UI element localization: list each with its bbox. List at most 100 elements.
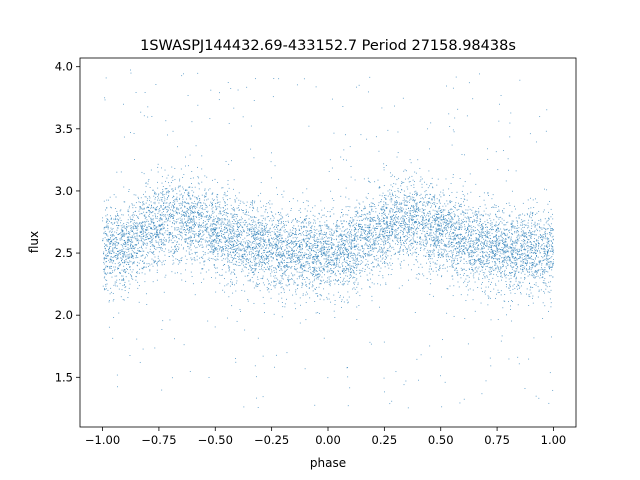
data-point xyxy=(460,240,462,242)
data-point xyxy=(454,239,456,241)
data-point xyxy=(492,242,494,244)
data-point xyxy=(237,240,239,242)
data-point xyxy=(141,226,142,228)
data-point xyxy=(287,266,288,268)
data-point xyxy=(293,225,295,227)
data-point xyxy=(137,216,139,218)
data-point xyxy=(482,260,484,262)
data-point xyxy=(405,178,406,180)
data-point xyxy=(131,204,133,206)
data-point xyxy=(151,218,153,220)
data-point xyxy=(483,210,485,212)
data-point xyxy=(491,222,493,224)
data-point xyxy=(124,228,126,230)
data-point xyxy=(181,221,183,223)
data-point xyxy=(374,227,376,229)
data-point xyxy=(383,221,384,223)
data-point xyxy=(532,273,534,275)
data-point xyxy=(383,239,385,241)
data-point xyxy=(248,252,250,254)
data-point xyxy=(479,263,481,265)
data-point xyxy=(311,286,313,288)
data-point xyxy=(512,243,514,245)
data-point xyxy=(462,253,464,255)
data-point xyxy=(193,224,194,226)
data-point xyxy=(286,266,287,267)
data-point xyxy=(488,297,490,299)
data-point xyxy=(310,227,312,229)
data-point xyxy=(142,254,144,256)
data-point xyxy=(314,235,316,237)
data-point xyxy=(520,243,522,244)
data-point xyxy=(364,205,366,207)
data-point xyxy=(397,222,399,224)
data-point xyxy=(107,272,109,274)
data-point xyxy=(272,238,274,240)
data-point xyxy=(499,242,501,244)
data-point xyxy=(548,262,550,263)
data-point xyxy=(208,189,210,191)
data-point xyxy=(114,283,116,285)
data-point xyxy=(205,246,207,248)
data-point xyxy=(483,274,485,276)
data-point xyxy=(180,219,182,221)
data-point xyxy=(190,240,192,241)
data-point xyxy=(323,269,324,270)
data-point xyxy=(172,188,174,190)
data-point xyxy=(246,240,248,242)
data-point xyxy=(371,282,373,284)
data-point xyxy=(184,206,186,208)
data-point xyxy=(144,223,146,225)
data-point xyxy=(517,240,518,242)
data-point xyxy=(342,226,344,228)
data-point xyxy=(380,246,382,248)
data-point xyxy=(405,235,407,236)
data-point xyxy=(105,249,107,251)
data-point xyxy=(226,284,228,286)
data-point xyxy=(479,262,481,264)
data-point xyxy=(107,219,108,220)
data-point xyxy=(152,237,154,239)
data-point xyxy=(308,217,310,219)
data-point xyxy=(422,203,424,205)
data-point xyxy=(489,274,491,276)
data-point xyxy=(258,219,260,220)
data-point xyxy=(250,220,252,222)
data-point xyxy=(440,196,442,198)
data-point xyxy=(509,231,511,233)
data-point xyxy=(170,232,171,234)
data-point xyxy=(132,246,134,248)
data-point xyxy=(447,255,449,257)
data-point xyxy=(430,244,432,245)
data-point xyxy=(269,203,271,205)
data-point xyxy=(473,226,475,227)
data-point xyxy=(501,222,503,224)
data-point xyxy=(236,264,238,266)
data-point xyxy=(504,234,506,236)
data-point xyxy=(116,374,118,376)
data-point xyxy=(211,224,213,226)
data-point xyxy=(157,171,159,173)
data-point xyxy=(397,244,399,245)
data-point xyxy=(526,238,528,240)
data-point xyxy=(163,263,165,265)
data-point xyxy=(174,199,176,201)
data-point xyxy=(306,200,308,202)
data-point xyxy=(232,215,234,217)
data-point xyxy=(456,246,457,248)
data-point xyxy=(370,217,372,219)
data-point xyxy=(459,237,461,239)
data-point xyxy=(281,273,283,274)
data-point xyxy=(187,230,189,232)
data-point xyxy=(401,220,403,222)
data-point xyxy=(422,244,424,246)
data-point xyxy=(268,288,270,290)
data-point xyxy=(341,252,343,253)
data-point xyxy=(132,222,134,224)
data-point xyxy=(337,258,338,260)
data-point xyxy=(303,225,304,227)
data-point xyxy=(197,213,199,215)
data-point xyxy=(370,235,372,236)
data-point xyxy=(233,246,235,247)
data-point xyxy=(126,232,128,234)
